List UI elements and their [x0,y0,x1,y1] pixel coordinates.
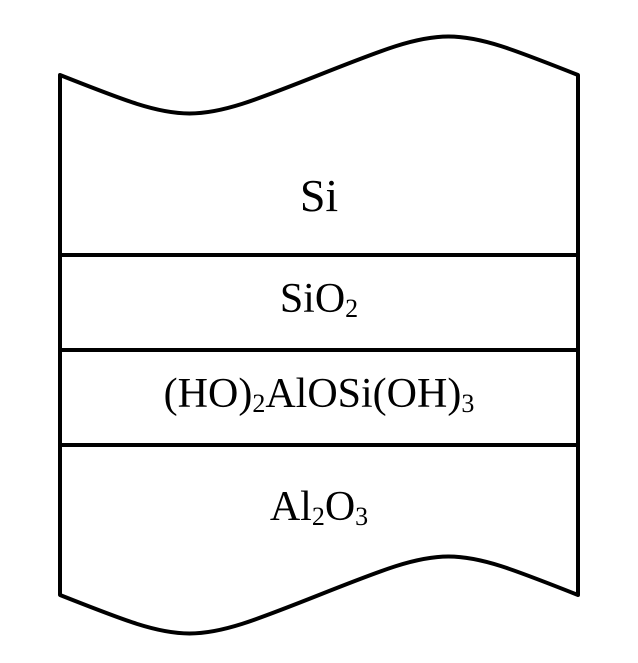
layer-stack-diagram: SiSiO2(HO)2AlOSi(OH)3Al2O3 [0,0,638,663]
layer-3-label: (HO)2AlOSi(OH)3 [164,371,475,418]
stack-outline [60,37,578,634]
layer-1-label: Si [300,170,338,221]
